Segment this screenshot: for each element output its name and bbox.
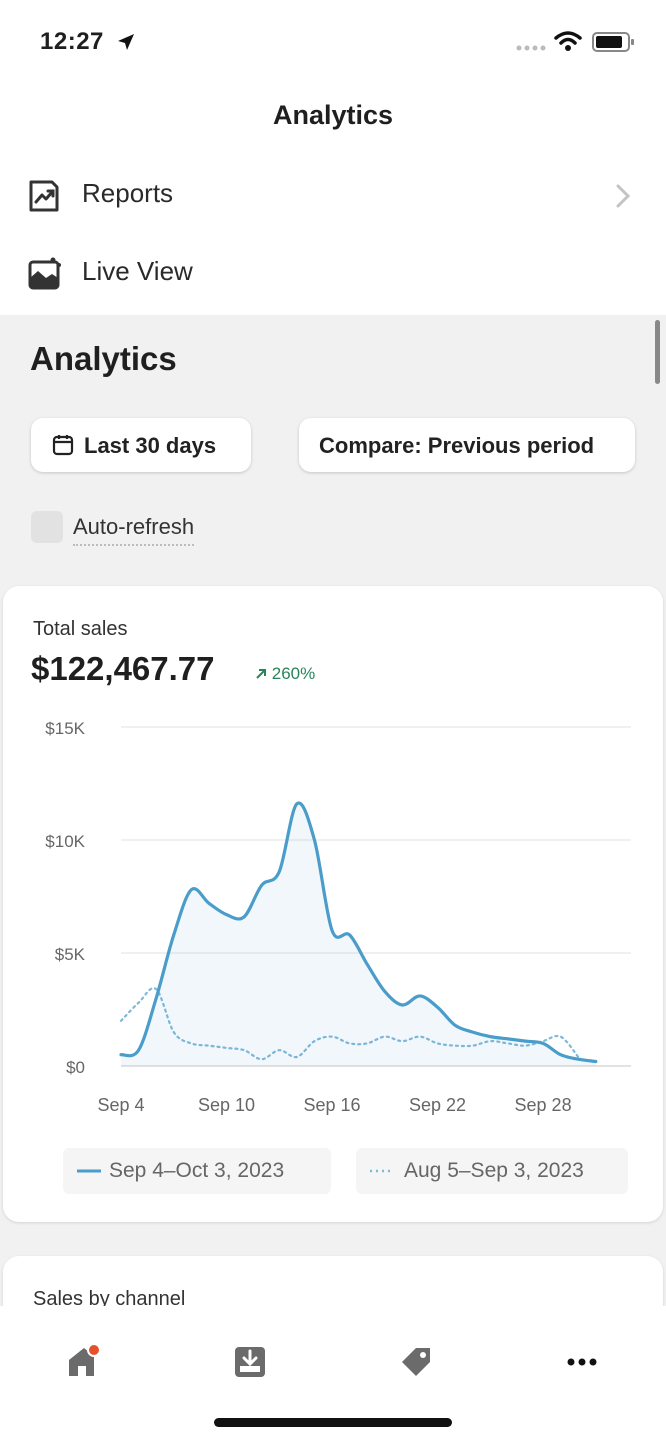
- total-sales-label: Total sales: [33, 618, 128, 640]
- live-view-icon: [28, 257, 61, 290]
- more-icon[interactable]: [562, 1342, 602, 1382]
- date-range-label: Last 30 days: [84, 433, 217, 458]
- x-tick-label: Sep 28: [515, 1095, 572, 1115]
- status-time: 12:27: [40, 28, 104, 55]
- compare-label: Compare: Previous period: [319, 433, 595, 458]
- y-tick-label: $0: [66, 1058, 85, 1077]
- location-arrow-icon: [118, 34, 134, 50]
- legend-dotted-line-icon: [370, 1169, 394, 1173]
- compare-button[interactable]: Compare: Previous period: [299, 418, 635, 472]
- series-line-current: [119, 801, 598, 1064]
- calendar-icon: [52, 435, 74, 456]
- chevron-right-icon: [616, 184, 631, 208]
- legend-solid-line-icon: [77, 1169, 101, 1173]
- page-heading: Analytics: [30, 340, 177, 377]
- y-tick-label: $15K: [45, 719, 85, 738]
- nav-title: Analytics: [272, 100, 394, 130]
- menu-item-reports-label: Reports: [82, 178, 174, 208]
- x-tick-label: Sep 16: [304, 1095, 361, 1115]
- auto-refresh-checkbox[interactable]: [31, 511, 63, 543]
- tab-bar: [0, 1306, 666, 1440]
- report-chart-icon: [29, 180, 59, 212]
- tag-icon[interactable]: [396, 1342, 436, 1382]
- sales-by-channel-label: Sales by channel: [33, 1288, 186, 1310]
- sales-line-chart: $15K $10K $5K $0 Sep 4 Sep 10 Sep 16 Sep 22 Sep …: [45, 719, 631, 1115]
- wifi-icon: [554, 31, 582, 51]
- scrollbar[interactable]: [655, 320, 660, 384]
- legend-label-previous: Aug 5–Sep 3, 2023: [404, 1159, 584, 1182]
- menu-item-reports[interactable]: Reports: [0, 160, 666, 232]
- x-tick-label: Sep 22: [409, 1095, 466, 1115]
- total-sales-value: $122,467.77: [31, 650, 215, 687]
- home-indicator: [214, 1418, 452, 1427]
- x-tick-label: Sep 10: [198, 1095, 255, 1115]
- menu-item-live-view[interactable]: Live View: [0, 238, 666, 310]
- x-tick-label: Sep 4: [97, 1095, 144, 1115]
- arrow-up-right-icon: [256, 669, 266, 679]
- legend-item-previous[interactable]: Aug 5–Sep 3, 2023: [356, 1148, 628, 1194]
- top-section: 12:27 Analytics Reports: [0, 0, 666, 315]
- home-icon[interactable]: [64, 1342, 104, 1382]
- total-sales-change: 260%: [255, 664, 315, 684]
- legend-item-current[interactable]: Sep 4–Oct 3, 2023: [63, 1148, 331, 1194]
- total-sales-change-value: 260%: [271, 664, 316, 683]
- y-tick-label: $5K: [55, 945, 86, 964]
- orders-icon[interactable]: [230, 1342, 270, 1382]
- y-tick-label: $10K: [45, 832, 85, 851]
- auto-refresh-label: Auto-refresh: [73, 514, 195, 546]
- series-line-previous: [119, 987, 580, 1061]
- date-range-button[interactable]: Last 30 days: [31, 418, 251, 472]
- status-bar: 12:27: [0, 0, 666, 88]
- battery-icon: [592, 32, 634, 52]
- legend-label-current: Sep 4–Oct 3, 2023: [109, 1159, 285, 1182]
- series-area-current: [121, 802, 596, 1066]
- total-sales-card: Total sales $122,467.77 260% $15K $10K $5K…: [3, 586, 663, 1222]
- signal-icon: [516, 45, 546, 51]
- menu-item-live-view-label: Live View: [82, 256, 193, 286]
